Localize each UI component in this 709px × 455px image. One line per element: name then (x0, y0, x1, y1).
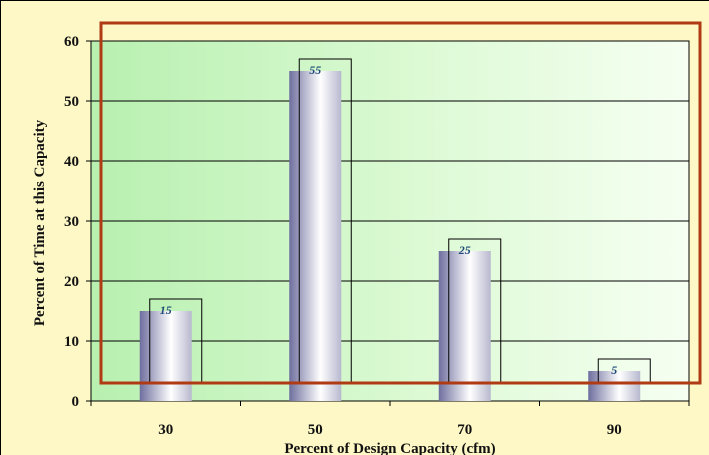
y-tick-label: 10 (64, 334, 79, 350)
bar (588, 371, 641, 401)
y-axis-title: Percent of Time at this Capacity (32, 119, 48, 326)
y-tick-label: 0 (72, 394, 80, 410)
y-tick-label: 50 (64, 94, 79, 110)
x-tick-label: 90 (607, 422, 622, 438)
data-label: 5 (611, 363, 617, 377)
y-tick-label: 40 (64, 154, 79, 170)
bar (139, 311, 192, 401)
data-label: 25 (458, 243, 471, 257)
y-tick-label: 20 (64, 274, 79, 290)
bar (438, 251, 491, 401)
y-tick-label: 30 (64, 214, 79, 230)
x-axis: 30 50 70 90 (90, 401, 690, 438)
y-axis: 0 10 20 30 40 50 60 (64, 34, 91, 410)
bar (289, 71, 342, 401)
x-tick-label: 70 (457, 422, 472, 438)
data-label: 15 (160, 303, 172, 317)
data-label: 55 (309, 63, 321, 77)
highlight-frame (99, 21, 702, 385)
x-tick-label: 30 (158, 422, 173, 438)
bars (139, 71, 641, 401)
x-axis-title: Percent of Design Capacity (cfm) (284, 441, 495, 455)
y-tick-label: 60 (64, 34, 79, 50)
x-tick-label: 50 (308, 422, 323, 438)
